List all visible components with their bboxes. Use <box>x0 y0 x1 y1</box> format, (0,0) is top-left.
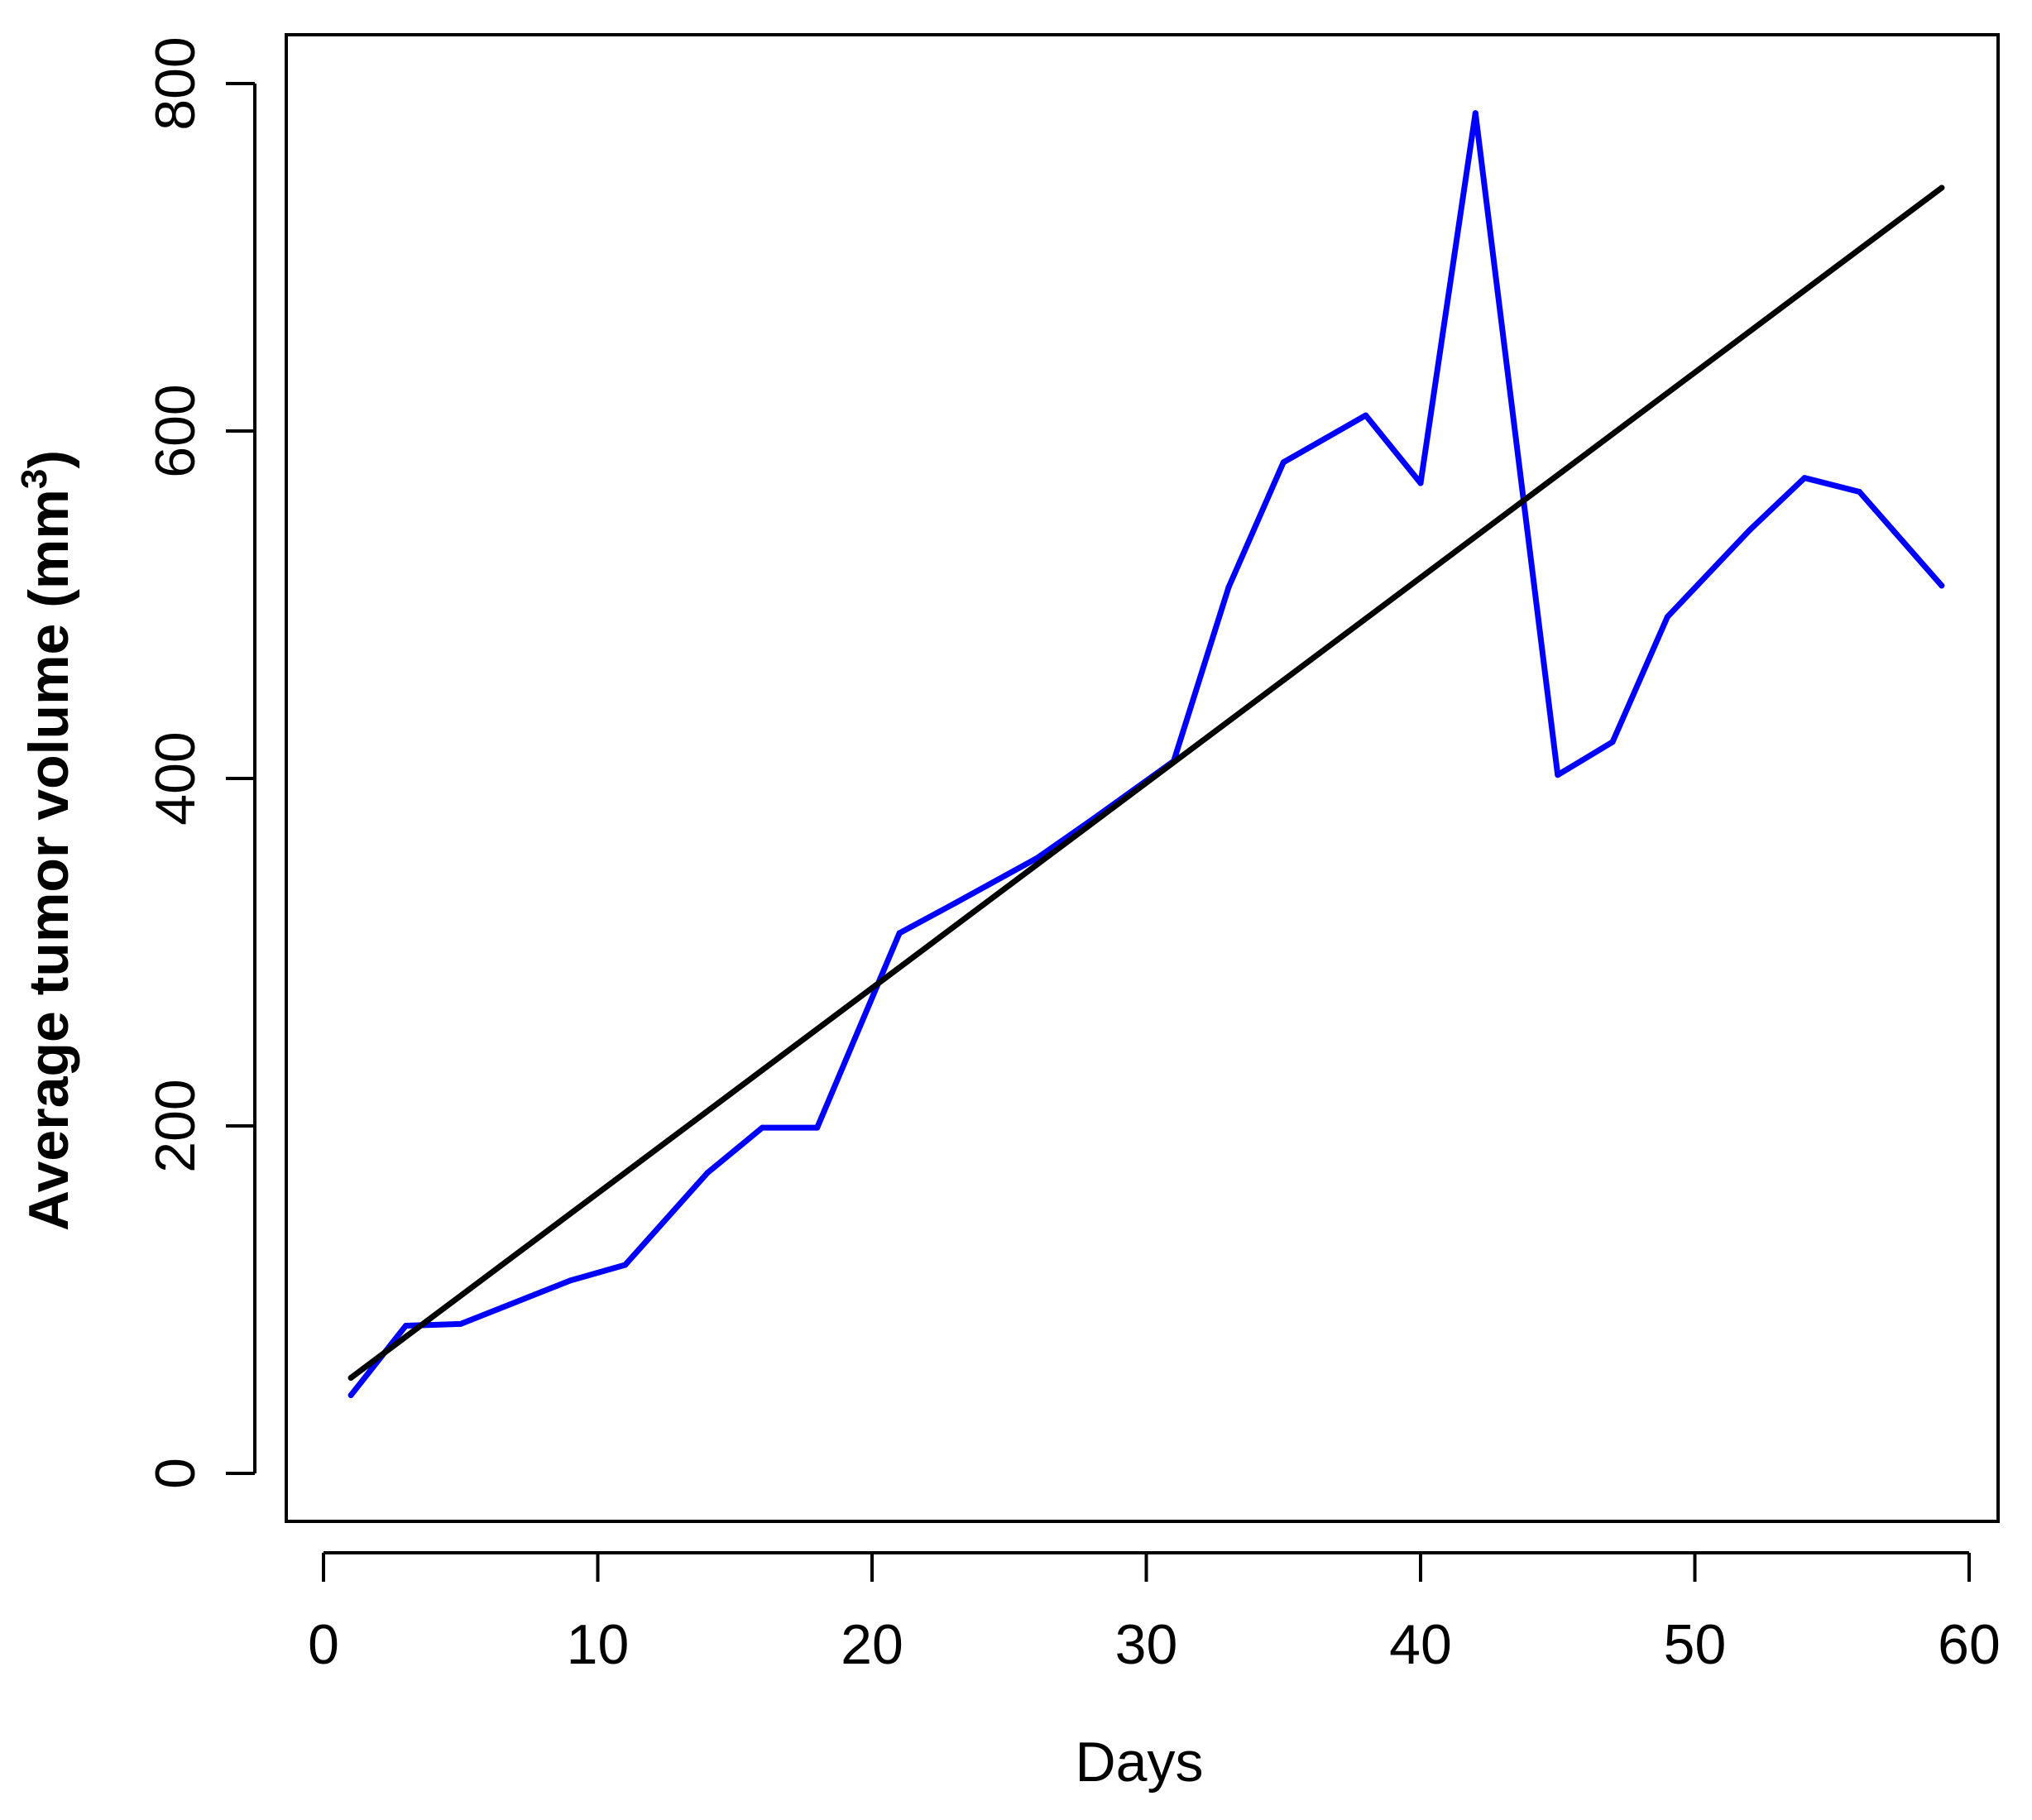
data-point <box>458 1320 464 1327</box>
data-point <box>1747 527 1753 534</box>
x-tick-label: 10 <box>567 1613 630 1676</box>
data-point <box>1664 614 1670 620</box>
data-point <box>567 1277 573 1284</box>
data-point <box>1609 739 1616 745</box>
data-point <box>1801 475 1808 481</box>
data-point <box>896 930 903 936</box>
data-point <box>814 1124 821 1131</box>
data-point <box>1472 110 1478 117</box>
series-layer <box>347 110 1945 1398</box>
y-axis-label-superscript: 3 <box>14 469 55 489</box>
data-point <box>1856 489 1862 495</box>
data-point <box>759 1124 765 1131</box>
x-axis-label: Days <box>1076 1731 1204 1794</box>
data-point <box>1225 584 1232 591</box>
y-tick-label: 800 <box>144 36 207 130</box>
series-line-2 <box>347 184 1945 1381</box>
data-point <box>402 1323 409 1329</box>
data-point <box>1033 855 1040 862</box>
x-tick-label: 20 <box>841 1613 903 1676</box>
data-point <box>622 1262 629 1268</box>
data-point <box>1417 480 1424 486</box>
y-axis-label: Average tumor volume (mm3) <box>14 450 80 1231</box>
data-point <box>704 1170 711 1176</box>
x-tick-label: 0 <box>308 1613 339 1676</box>
data-point <box>1939 582 1945 589</box>
y-axis-label-main: Average tumor volume (mm <box>17 489 80 1231</box>
x-tick-label: 50 <box>1664 1613 1727 1676</box>
data-point <box>347 1392 354 1398</box>
data-point <box>1939 184 1945 191</box>
data-point <box>347 1375 354 1381</box>
data-point <box>951 900 957 907</box>
data-point <box>1280 459 1287 466</box>
y-axis-label-suffix: ) <box>17 450 80 469</box>
y-tick-label: 600 <box>144 384 207 477</box>
data-point <box>1555 772 1561 778</box>
x-tick-label: 30 <box>1115 1613 1178 1676</box>
plot-frame <box>285 33 2000 1523</box>
x-axis: 0 10 20 30 40 50 60 <box>308 1551 2001 1676</box>
data-point <box>1363 412 1369 419</box>
y-tick-label: 0 <box>144 1458 207 1489</box>
y-axis: 0 200 400 600 800 <box>144 36 256 1489</box>
y-tick-label: 400 <box>144 731 207 825</box>
x-tick-label: 60 <box>1938 1613 2001 1676</box>
y-tick-label: 200 <box>144 1079 207 1172</box>
x-tick-label: 40 <box>1389 1613 1452 1676</box>
